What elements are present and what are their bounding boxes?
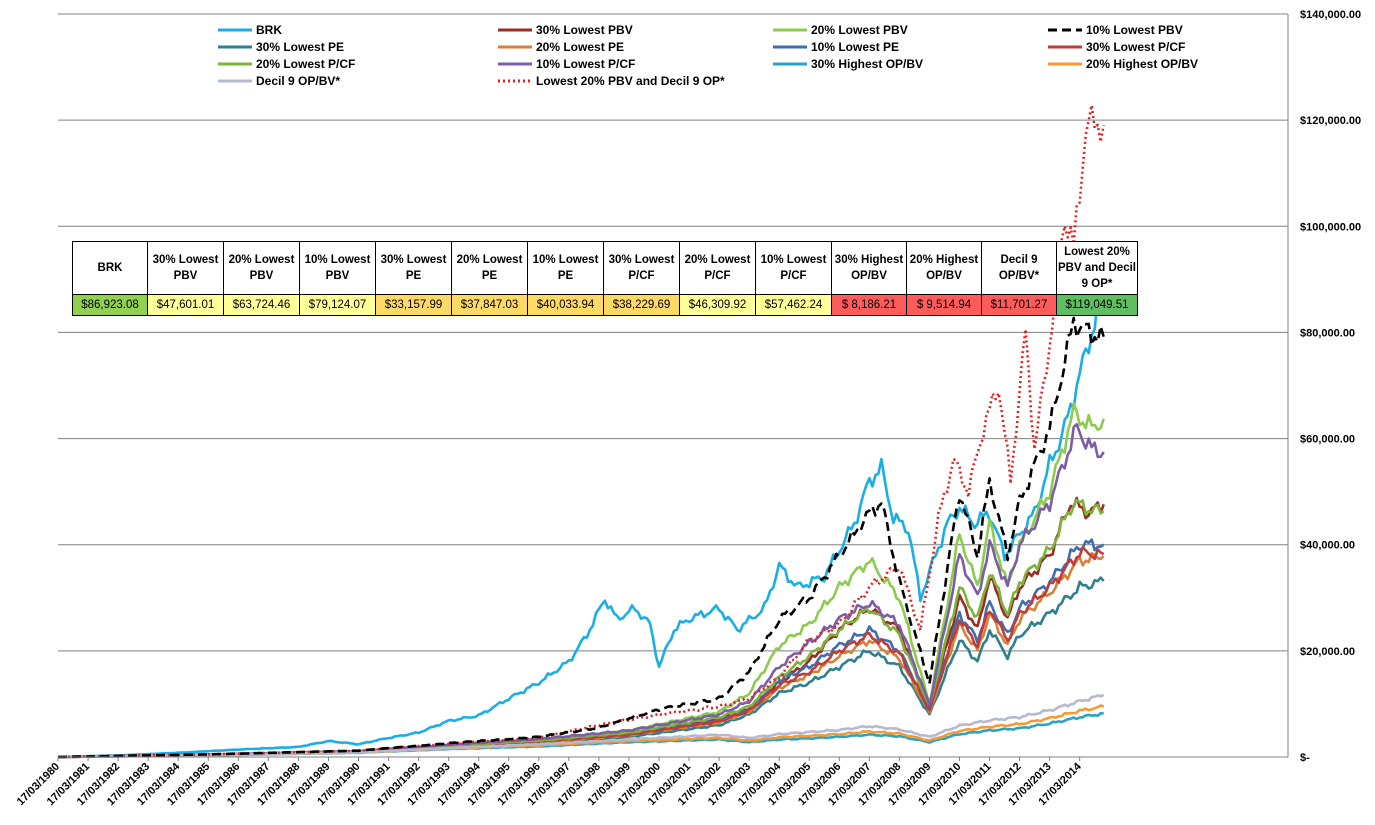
summary-value-cell: $40,033.94 (527, 294, 604, 316)
series-line (57, 316, 1105, 759)
legend-label: BRK (256, 23, 282, 37)
summary-value-cell: $63,724.46 (223, 294, 300, 316)
summary-header-cell: 20% Lowest PBV (223, 241, 300, 295)
summary-header-cell: 30% Lowest PE (375, 241, 452, 295)
summary-header-cell: 30% Lowest P/CF (603, 241, 680, 295)
summary-value-cell: $33,157.99 (375, 294, 452, 316)
legend-label: 30% Lowest PE (256, 40, 344, 54)
summary-value-cell: $38,229.69 (603, 294, 680, 316)
y-tick-label: $- (1300, 752, 1310, 764)
summary-header-cell: BRK (72, 241, 148, 295)
summary-header-cell: 20% Lowest P/CF (679, 241, 756, 295)
gridlines (58, 13, 1288, 652)
y-tick-label: $120,000.00 (1300, 115, 1361, 127)
summary-header-cell: 20% Highest OP/BV (906, 241, 982, 295)
legend-label: 10% Lowest PE (811, 40, 899, 54)
summary-value-cell: $47,601.01 (147, 294, 224, 316)
summary-value-row: $86,923.08 $47,601.01 $63,724.46 $79,124.07… (72, 294, 1138, 316)
summary-value-cell: $119,049.51 (1056, 294, 1138, 316)
summary-header-cell: 20% Lowest PE (451, 241, 528, 295)
y-tick-labels: $- $20,000.00 $40,000.00 $60,000.00 $80,000.… (1300, 9, 1361, 764)
axes (57, 14, 1289, 761)
summary-value-cell: $ 8,186.21 (831, 294, 907, 316)
y-tick-label: $40,000.00 (1300, 540, 1355, 552)
legend-label: 20% Lowest PE (536, 40, 624, 54)
summary-value-cell: $37,847.03 (451, 294, 528, 316)
legend-label: Decil 9 OP/BV* (256, 74, 340, 88)
legend-label: 10% Lowest P/CF (536, 57, 635, 71)
summary-value-cell: $46,309.92 (679, 294, 756, 316)
legend-label: 30% Lowest P/CF (1086, 40, 1185, 54)
summary-value-cell: $ 9,514.94 (906, 294, 982, 316)
series-lines (57, 104, 1105, 759)
legend-label: 20% Lowest P/CF (256, 57, 355, 71)
legend: BRK 30% Lowest PBV 20% Lowest PBV 10% Lowes… (218, 23, 1198, 88)
summary-value-cell: $79,124.07 (299, 294, 376, 316)
legend-label: 10% Lowest PBV (1086, 23, 1183, 37)
summary-value-cell: $11,701.27 (981, 294, 1057, 316)
summary-header-cell: Lowest 20% PBV and Decil 9 OP* (1056, 241, 1138, 295)
y-tick-label: $20,000.00 (1300, 646, 1355, 658)
legend-label: 30% Lowest PBV (536, 23, 633, 37)
summary-header-cell: 10% Lowest PBV (299, 241, 376, 295)
summary-header-cell: Decil 9 OP/BV* (981, 241, 1057, 295)
summary-header-cell: 30% Highest OP/BV (831, 241, 907, 295)
summary-header-cell: 10% Lowest P/CF (755, 241, 832, 295)
summary-header-cell: 10% Lowest PE (527, 241, 604, 295)
legend-label: Lowest 20% PBV and Decil 9 OP* (536, 74, 725, 88)
summary-header-cell: 30% Lowest PBV (147, 241, 224, 295)
y-tick-label: $80,000.00 (1300, 327, 1355, 339)
y-tick-label: $100,000.00 (1300, 221, 1361, 233)
legend-label: 20% Highest OP/BV (1086, 57, 1198, 71)
summary-value-cell: $57,462.24 (755, 294, 832, 316)
legend-label: 20% Lowest PBV (811, 23, 908, 37)
summary-value-cell: $86,923.08 (72, 294, 148, 316)
y-tick-label: $60,000.00 (1300, 434, 1355, 446)
y-tick-label: $140,000.00 (1300, 9, 1361, 21)
summary-header-row: BRK 30% Lowest PBV 20% Lowest PBV 10% Lowes… (72, 241, 1138, 295)
legend-label: 30% Highest OP/BV (811, 57, 923, 71)
summary-table: BRK 30% Lowest PBV 20% Lowest PBV 10% Lowes… (72, 241, 1138, 316)
series-line (57, 294, 1105, 759)
